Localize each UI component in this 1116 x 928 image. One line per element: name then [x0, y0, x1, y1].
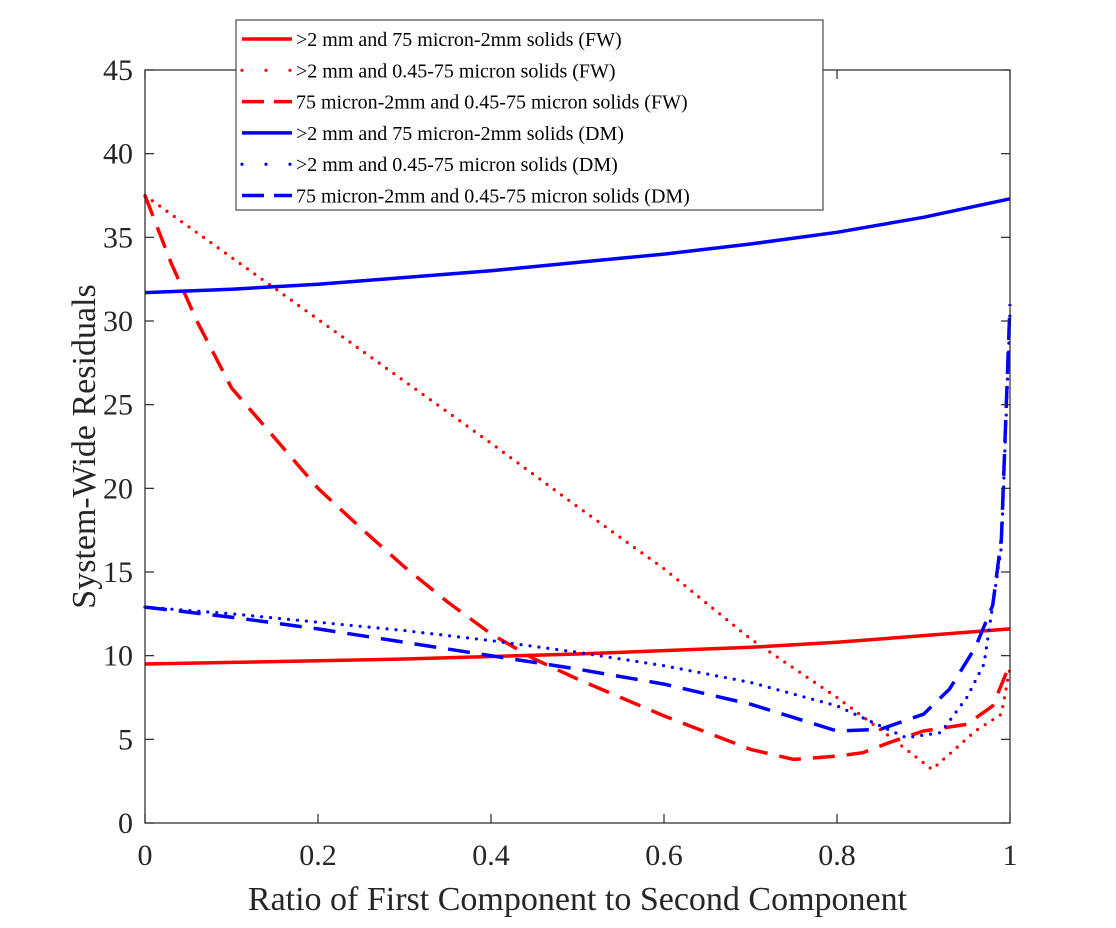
series-line-2-mm-and-75-micron-2mm-solids-dm: [144, 197, 1011, 295]
y-tick-label: 5: [118, 723, 133, 756]
legend-label: >2 mm and 0.45-75 micron solids (DM): [296, 154, 618, 176]
series-layer: [143, 193, 1012, 772]
y-tick-label: 25: [103, 389, 133, 422]
y-tick-label: 15: [103, 556, 133, 589]
x-tick-label: 0.2: [299, 839, 337, 872]
y-tick-label: 40: [103, 138, 133, 171]
legend-label: >2 mm and 75 micron-2mm solids (FW): [296, 29, 622, 51]
y-tick-label: 35: [103, 221, 133, 254]
y-tick-label: 30: [103, 305, 133, 338]
legend-label: >2 mm and 0.45-75 micron solids (FW): [296, 60, 616, 82]
legend-label: 75 micron-2mm and 0.45-75 micron solids …: [296, 186, 690, 208]
series-line-2-mm-and-75-micron-2mm-solids-fw: [144, 627, 1011, 666]
legend: >2 mm and 75 micron-2mm solids (FW) >2 mm…: [235, 19, 824, 211]
x-tick-label: 0: [138, 839, 153, 872]
legend-box: [235, 19, 824, 211]
y-axis-label: System-Wide Residuals: [66, 284, 103, 608]
y-tick-label: 45: [103, 54, 133, 87]
x-tick-label: 1: [1003, 839, 1018, 872]
x-tick-label: 0.4: [472, 839, 510, 872]
x-axis-label: Ratio of First Component to Second Compo…: [248, 881, 908, 918]
legend-label: >2 mm and 75 micron-2mm solids (DM): [296, 123, 624, 145]
y-tick-label: 20: [103, 472, 133, 505]
series-line-75-micron-2mm-and-0-45-75-micron-solids-dm: [144, 304, 1012, 733]
series-line-75-micron-2mm-and-0-45-75-micron-solids-fw: [143, 194, 1012, 762]
legend-label: 75 micron-2mm and 0.45-75 micron solids …: [296, 92, 688, 114]
x-tick-label: 0.6: [645, 839, 683, 872]
y-tick-label: 10: [103, 640, 133, 673]
series-line-2-mm-and-0-45-75-micron-solids-dm: [143, 311, 1012, 740]
y-tick-label: 0: [118, 807, 133, 840]
x-tick-label: 0.8: [818, 839, 856, 872]
